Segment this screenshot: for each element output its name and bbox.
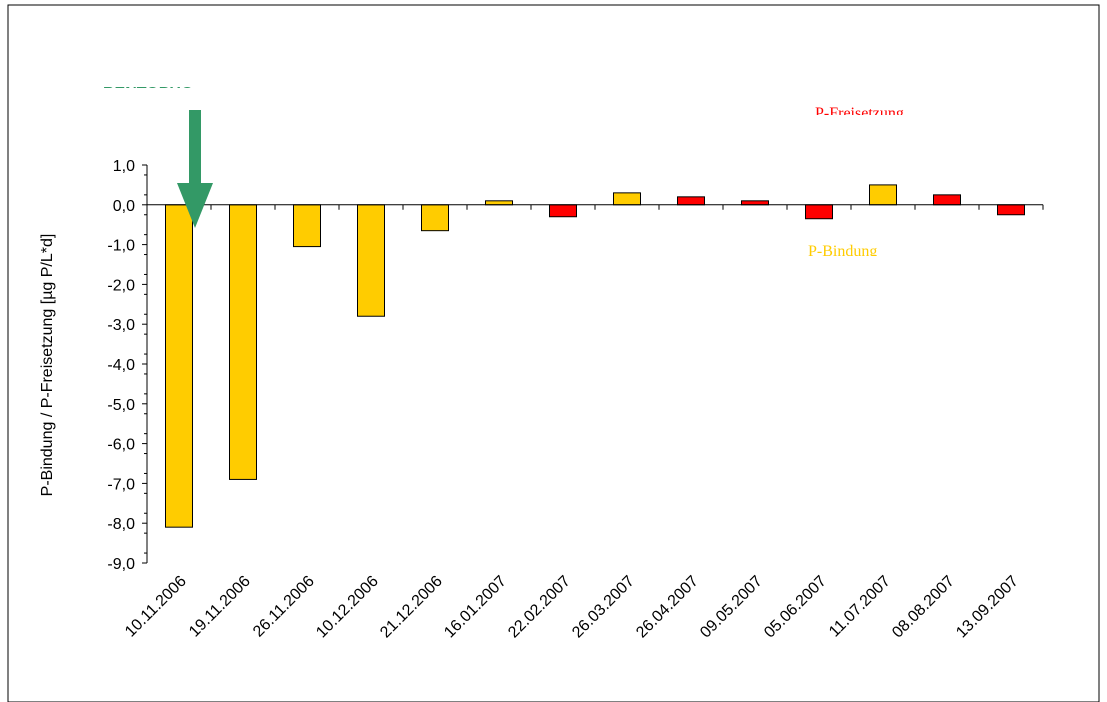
y-tick-label: -9,0 <box>107 556 135 573</box>
bar <box>293 204 321 248</box>
bar <box>869 184 897 206</box>
frame <box>7 4 1100 702</box>
x-tick-label: 21.12.2006 <box>377 573 446 642</box>
y-tick-label: -3,0 <box>107 317 135 334</box>
y-tick-label: -5,0 <box>107 397 135 414</box>
y-tick-label: 0,0 <box>113 198 135 215</box>
bar <box>613 192 641 206</box>
y-tick-label: -7,0 <box>107 476 135 493</box>
y-tick-label: -8,0 <box>107 516 135 533</box>
bar <box>805 204 833 220</box>
bar <box>997 204 1025 216</box>
bar <box>165 204 193 528</box>
bar <box>933 194 961 206</box>
x-tick-label: 26.11.2006 <box>250 573 318 641</box>
x-tick-label: 16.01.2007 <box>441 573 510 642</box>
arrow-head <box>177 183 213 228</box>
x-tick-label: 05.06.2007 <box>761 573 830 642</box>
bar <box>741 200 769 206</box>
annotation: BENTOPHO <box>103 85 193 102</box>
x-tick-label: 10.12.2006 <box>313 573 382 642</box>
y-tick-label: 1,0 <box>113 158 135 175</box>
x-tick-label: 09.05.2007 <box>697 573 766 642</box>
bar <box>357 204 385 317</box>
bar <box>421 204 449 232</box>
x-tick-label: 11.07.2007 <box>826 573 894 641</box>
bar <box>549 204 577 218</box>
annotation: P-Freisetzung <box>815 105 904 122</box>
y-tick-label: -1,0 <box>107 238 135 255</box>
y-tick-label: -6,0 <box>107 437 135 454</box>
x-tick-label: 26.03.2007 <box>569 573 638 642</box>
x-tick-label: 08.08.2007 <box>889 573 958 642</box>
bar <box>229 204 257 480</box>
x-tick-label: 22.02.2007 <box>505 573 574 642</box>
x-tick-label: 19.11.2006 <box>186 573 254 641</box>
x-tick-label: 26.04.2007 <box>633 573 702 642</box>
x-tick-label: 10.11.2006 <box>122 573 190 641</box>
annotation: P-Bindung <box>808 243 877 260</box>
bar <box>485 200 513 206</box>
y-axis-label: P-Bindung / P-Freisetzung [µg P/L*d] <box>39 234 56 497</box>
arrow-shaft <box>189 110 201 185</box>
y-tick-label: -2,0 <box>107 277 135 294</box>
x-tick-label: 13.09.2007 <box>953 573 1022 642</box>
bar <box>677 196 705 206</box>
y-tick-label: -4,0 <box>107 357 135 374</box>
